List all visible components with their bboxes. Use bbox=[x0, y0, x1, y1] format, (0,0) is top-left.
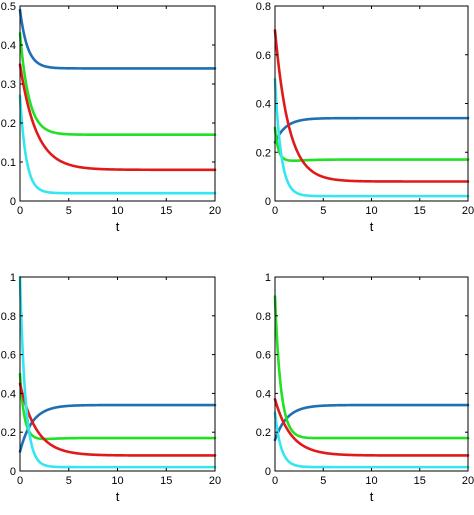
y-tick-label: 0 bbox=[10, 196, 16, 208]
x-tick-label: 5 bbox=[66, 205, 72, 217]
x-tick-label: 15 bbox=[160, 475, 172, 487]
y-tick-label: 0.8 bbox=[256, 1, 271, 13]
plot-frame bbox=[19, 5, 216, 202]
subplot-1: 0 5 10 15 20 0 0.1 0.2 0.3 0.4 0.5 t bbox=[1, 1, 221, 234]
y-tick-label: 0.6 bbox=[256, 350, 271, 362]
series-green-line bbox=[18, 31, 217, 136]
y-tick-label: 0.4 bbox=[1, 40, 16, 52]
y-tick-label: 0.4 bbox=[1, 388, 16, 400]
series-blue-line bbox=[18, 8, 217, 70]
series-cyan-line bbox=[273, 77, 470, 198]
x-axis-label: t bbox=[370, 489, 374, 504]
x-tick-label: 20 bbox=[209, 205, 221, 217]
x-axis-label: t bbox=[116, 489, 120, 504]
series-cyan-line bbox=[273, 411, 470, 469]
plot-frame bbox=[19, 276, 216, 472]
y-tick-label: 0 bbox=[10, 466, 16, 478]
series-blue-line bbox=[273, 116, 470, 144]
y-tick-label: 0.6 bbox=[256, 50, 271, 62]
x-tick-label: 0 bbox=[272, 475, 278, 487]
y-tick-label: 0.4 bbox=[256, 388, 271, 400]
x-tick-label: 10 bbox=[365, 475, 377, 487]
x-tick-label: 20 bbox=[462, 475, 474, 487]
x-tick-label: 15 bbox=[160, 205, 172, 217]
series-blue-line bbox=[18, 403, 217, 453]
y-tick-label: 0.6 bbox=[1, 350, 16, 362]
y-tick-label: 0 bbox=[265, 196, 271, 208]
series-cyan-line bbox=[18, 275, 217, 469]
y-tick-label: 0.8 bbox=[256, 311, 271, 323]
x-tick-label: 5 bbox=[320, 475, 326, 487]
plot-frame bbox=[274, 5, 469, 202]
series-red-line bbox=[18, 382, 217, 457]
y-tick-label: 0.2 bbox=[1, 427, 16, 439]
y-tick-label: 0.3 bbox=[1, 79, 16, 91]
subplot-3: 0 5 10 15 20 0 0.2 0.4 0.6 0.8 1 t bbox=[1, 272, 221, 504]
x-tick-label: 0 bbox=[17, 205, 23, 217]
x-tick-label: 0 bbox=[17, 475, 23, 487]
x-tick-label: 15 bbox=[414, 475, 426, 487]
y-tick-label: 0 bbox=[265, 466, 271, 478]
y-tick-label: 0.4 bbox=[256, 99, 271, 111]
series-red-line bbox=[273, 397, 470, 457]
subplot-2: 0 5 10 15 20 0 0.2 0.4 0.6 0.8 t bbox=[256, 1, 474, 234]
series-red-line bbox=[273, 29, 470, 183]
x-tick-label: 5 bbox=[320, 205, 326, 217]
x-tick-label: 10 bbox=[111, 475, 123, 487]
x-tick-label: 10 bbox=[111, 205, 123, 217]
y-tick-label: 1 bbox=[265, 272, 271, 284]
x-tick-label: 20 bbox=[209, 475, 221, 487]
series-blue-line bbox=[273, 403, 470, 442]
y-tick-label: 0.2 bbox=[1, 118, 16, 130]
y-tick-label: 0.2 bbox=[256, 427, 271, 439]
series-green-line bbox=[273, 295, 470, 440]
x-tick-label: 5 bbox=[66, 475, 72, 487]
series-green-line bbox=[18, 372, 217, 441]
series-cyan-line bbox=[18, 94, 217, 195]
subplot-4: 0 5 10 15 20 0 0.2 0.4 0.6 0.8 1 t bbox=[256, 272, 474, 504]
x-axis-label: t bbox=[116, 219, 120, 234]
x-axis-label: t bbox=[370, 219, 374, 234]
y-tick-label: 0.8 bbox=[1, 311, 16, 323]
y-tick-label: 1 bbox=[10, 272, 16, 284]
x-tick-label: 0 bbox=[272, 205, 278, 217]
x-tick-label: 20 bbox=[462, 205, 474, 217]
series-red-line bbox=[18, 63, 217, 172]
x-tick-label: 15 bbox=[414, 205, 426, 217]
y-tick-label: 0.2 bbox=[256, 147, 271, 159]
y-tick-label: 0.1 bbox=[1, 157, 16, 169]
series-green-line bbox=[273, 126, 470, 162]
x-tick-label: 10 bbox=[365, 205, 377, 217]
y-tick-label: 0.5 bbox=[1, 1, 16, 13]
plot-frame bbox=[274, 276, 469, 472]
